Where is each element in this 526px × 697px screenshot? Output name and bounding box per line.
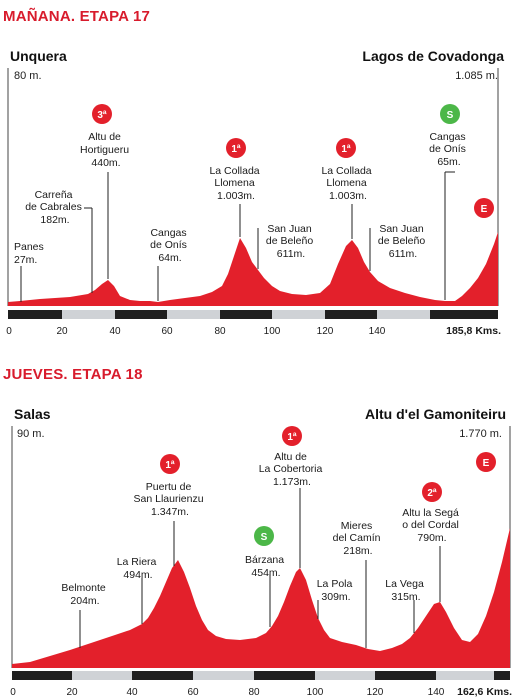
- stage18-badge-llaurienzu: 1ª: [160, 454, 180, 474]
- stage18-start-name: Salas: [14, 406, 51, 422]
- stage17-badge-hortigueru: 3ª: [92, 104, 112, 124]
- stage18-label-belmonte: Belmonte 204m.: [61, 582, 108, 607]
- stage18-label-mieres: Mieres del Camín 218m.: [333, 520, 384, 557]
- stage18-tick: 140: [428, 687, 445, 697]
- stage18-badge-sega: 2ª: [422, 482, 442, 502]
- stage17-label-sanjuan2: San Juan de Beleño 611m.: [378, 223, 428, 260]
- stage18-badge-sprint: S: [254, 526, 274, 546]
- stage18-label-riera: La Riera 494m.: [117, 556, 160, 581]
- stage17-finish-alt: 1.085 m.: [455, 70, 498, 82]
- svg-text:S: S: [261, 532, 268, 543]
- stage17-badge-sprint: S: [440, 104, 460, 124]
- stage18-finish-alt: 1.770 m.: [459, 428, 502, 440]
- stage17-title: MAÑANA. ETAPA 17: [3, 8, 151, 25]
- stage18-tick: 40: [126, 687, 138, 697]
- stage17-profile: Unquera Lagos de Covadonga 80 m. 1.085 m…: [0, 48, 526, 338]
- stage18-label-llaurienzu: Puertu de San Llaurienzu 1.347m.: [134, 481, 207, 518]
- stage18-tick: 20: [66, 687, 78, 697]
- svg-text:E: E: [483, 458, 490, 469]
- stage18-total-distance: 162,6 Kms.: [457, 686, 512, 697]
- stage18-profile: Salas Altu d'el Gamoniteiru 90 m. 1.770 …: [0, 406, 526, 697]
- svg-text:S: S: [447, 110, 454, 121]
- stage17-tick: 80: [214, 326, 226, 337]
- stage18-badge-cobertoria: 1ª: [282, 426, 302, 446]
- stage18-tick: 60: [187, 687, 199, 697]
- stage17-tick: 100: [264, 326, 281, 337]
- stage18-title: JUEVES. ETAPA 18: [3, 366, 143, 383]
- stage18-start-alt: 90 m.: [17, 428, 45, 440]
- stage17-label-panes: Panes 27m.: [14, 241, 47, 266]
- stage18-profile-area: [12, 528, 510, 668]
- svg-text:1ª: 1ª: [231, 144, 241, 155]
- stage17-finish-name: Lagos de Covadonga: [362, 48, 504, 64]
- stage17-tick: 20: [56, 326, 68, 337]
- stage18-label-cobertoria: Altu de La Cobertoria 1.173m.: [259, 451, 326, 488]
- svg-text:1ª: 1ª: [341, 144, 351, 155]
- stage18-tick: 0: [10, 687, 16, 697]
- stage17-badge-collada2: 1ª: [336, 138, 356, 158]
- stage17-profile-area: [8, 232, 498, 306]
- stage17-label-carrena: Carreña de Cabrales 182m.: [25, 189, 85, 226]
- svg-text:E: E: [481, 204, 488, 215]
- stage17-km-ticks: 0 20 40 60 80 100 120 140 185,8 Kms.: [6, 325, 501, 337]
- stage18-tick: 120: [367, 687, 384, 697]
- stage17-tick: 60: [161, 326, 173, 337]
- stage18-finish-name: Altu d'el Gamoniteiru: [364, 406, 506, 422]
- stage18-tick: 100: [307, 687, 324, 697]
- stage17-label-hortigueru: Altu de Hortigueru 440m.: [80, 131, 132, 169]
- stage17-start-alt: 80 m.: [14, 70, 42, 82]
- stage18-label-barzana: Bárzana 454m.: [245, 554, 287, 579]
- stage18-label-pola: La Pola 309m.: [317, 578, 356, 603]
- stage17-total-distance: 185,8 Kms.: [446, 325, 501, 337]
- stage17-badge-collada1: 1ª: [226, 138, 246, 158]
- stage17-tick: 140: [369, 326, 386, 337]
- svg-text:2ª: 2ª: [427, 488, 437, 499]
- svg-text:1ª: 1ª: [165, 460, 175, 471]
- stage18-label-sega: Altu la Segá o del Cordal 790m.: [402, 507, 462, 544]
- stage17-tick: 120: [317, 326, 334, 337]
- stage18-km-ticks: 0 20 40 60 80 100 120 140 162,6 Kms.: [10, 686, 512, 697]
- svg-text:3ª: 3ª: [97, 110, 107, 121]
- stage17-label-collada1: La Collada Llomena 1.003m.: [209, 165, 262, 202]
- stage18-badge-finish: E: [476, 452, 496, 472]
- stage17-badge-finish: E: [474, 198, 494, 218]
- stage17-distance-bar: [8, 310, 498, 319]
- svg-text:1ª: 1ª: [287, 432, 297, 443]
- stage17-tick: 0: [6, 326, 12, 337]
- stage17-tick: 40: [109, 326, 121, 337]
- stage17-label-cangas2: Cangas de Onís 65m.: [429, 131, 469, 168]
- stage17-elevation-chart: Panes 27m. Carreña de Cabrales 182m. Alt…: [6, 68, 501, 337]
- stage18-distance-bar: [12, 671, 510, 680]
- stage18-label-vega: La Vega 315m.: [385, 578, 426, 603]
- stage18-elevation-chart: Belmonte 204m. La Riera 494m. Puertu de …: [10, 426, 512, 697]
- stage17-start-name: Unquera: [10, 48, 67, 64]
- stage18-tick: 80: [248, 687, 260, 697]
- stage17-label-cangas1: Cangas de Onís 64m.: [150, 227, 190, 264]
- stage17-label-sanjuan1: San Juan de Beleño 611m.: [266, 223, 316, 260]
- stage17-label-collada2: La Collada Llomena 1.003m.: [321, 165, 374, 202]
